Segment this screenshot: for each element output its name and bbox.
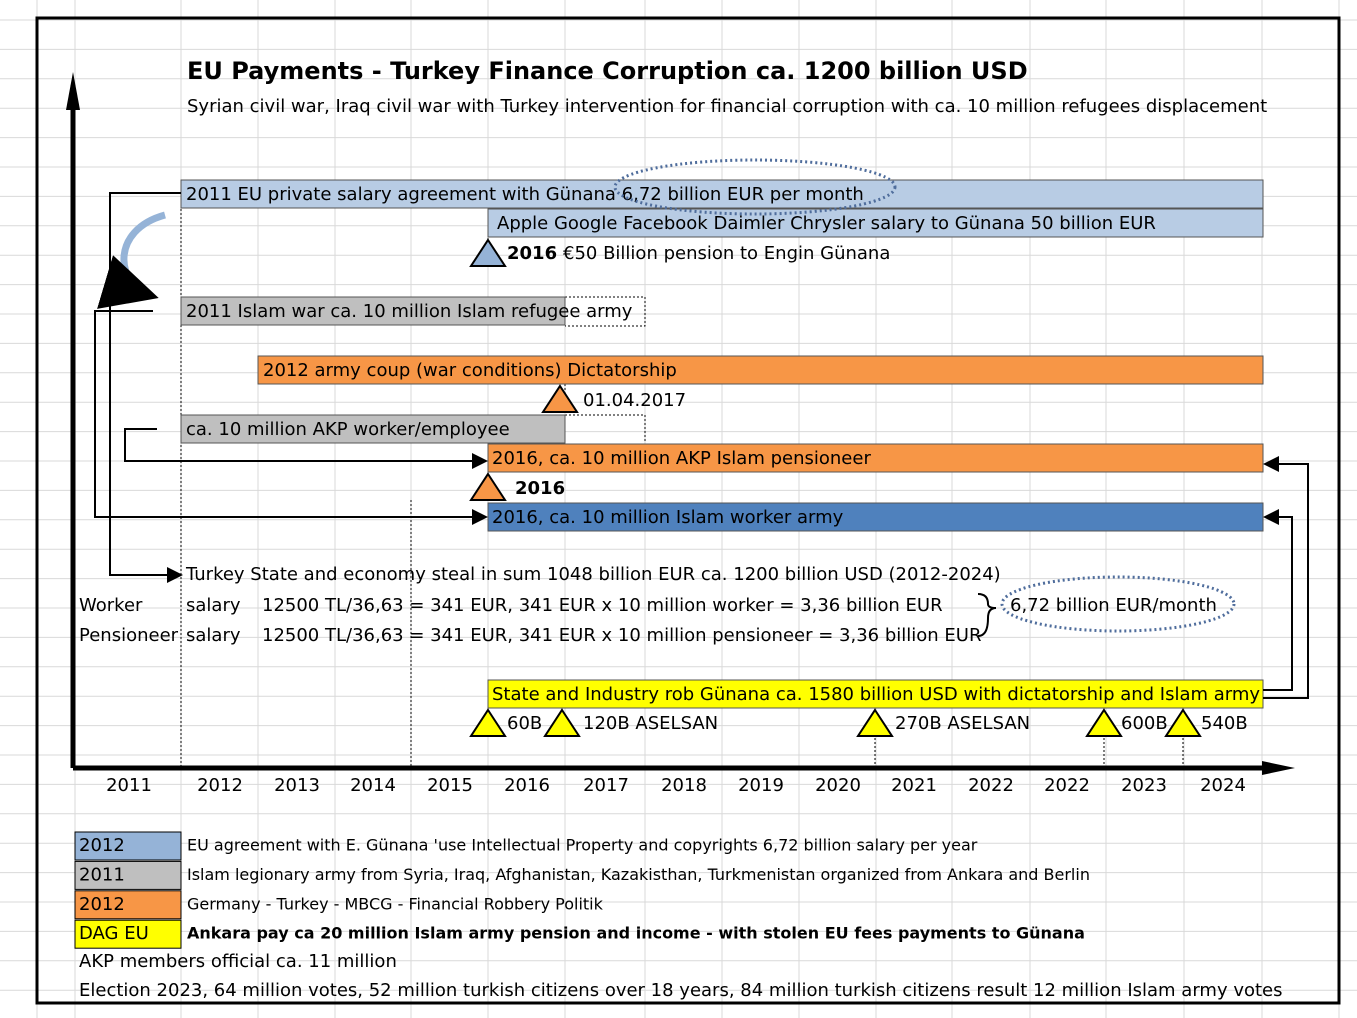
summary-total: Turkey State and economy steal in sum 10… — [185, 564, 1001, 585]
year-label: 2013 — [274, 775, 320, 796]
guide-box — [565, 296, 646, 443]
year-label: 2022 — [968, 775, 1014, 796]
brace — [977, 593, 997, 637]
note: AKP members official ca. 11 million — [79, 951, 397, 972]
bar-label: 2011 Islam war ca. 10 million Islam refu… — [186, 301, 633, 322]
summary-sum: 6,72 billion EUR/month — [1010, 595, 1217, 616]
year-label: 2023 — [1121, 775, 1167, 796]
year-label: 2016 — [504, 775, 550, 796]
summary-kind: salary — [186, 625, 241, 646]
connector — [109, 192, 183, 583]
marker — [543, 708, 581, 737]
summary-who: Pensioneer — [79, 625, 179, 646]
bar-label: ca. 10 million AKP worker/employee — [186, 419, 510, 440]
legend-key: 2012 — [79, 835, 125, 856]
bar — [487, 208, 1264, 238]
marker-label: €50 Billion pension to Engin Günana — [563, 243, 890, 264]
legend-key: 2012 — [79, 894, 125, 915]
summary-formula: 12500 TL/36,63 = 341 EUR, 341 EUR x 10 m… — [262, 595, 943, 616]
bar-label: 2011 EU private salary agreement with Gü… — [186, 184, 864, 205]
bar — [257, 355, 1264, 385]
legend-key-box — [74, 860, 182, 890]
subtitle: Syrian civil war, Iraq civil war with Tu… — [187, 96, 1267, 117]
bar — [180, 296, 566, 326]
bar — [487, 679, 1264, 709]
legend-key: 2011 — [79, 864, 125, 885]
bar — [487, 443, 1264, 473]
legend-key-box — [74, 890, 182, 920]
bar — [487, 502, 1264, 532]
year-label: 2022 — [1044, 775, 1090, 796]
year-label: 2011 — [106, 775, 152, 796]
marker-year: 2016 — [515, 478, 565, 499]
legend-key-box — [74, 919, 182, 949]
marker-label: 600B — [1121, 713, 1168, 734]
bar-label: Apple Google Facebook Daimler Chrysler s… — [497, 213, 1156, 234]
year-label: 2018 — [661, 775, 707, 796]
legend-text: Ankara pay ca 20 million Islam army pens… — [187, 924, 1085, 943]
connector — [124, 428, 488, 469]
bar — [180, 179, 1264, 209]
marker — [1085, 708, 1123, 737]
highlight — [613, 158, 897, 216]
summary-formula: 12500 TL/36,63 = 341 EUR, 341 EUR x 10 m… — [262, 625, 981, 646]
marker-label: 270B ASELSAN — [895, 713, 1030, 734]
marker — [469, 708, 507, 737]
legend-text: Germany - Turkey - MBCG - Financial Robb… — [187, 894, 604, 913]
year-label: 2012 — [197, 775, 243, 796]
marker — [541, 384, 579, 413]
connector — [1263, 456, 1309, 699]
marker-label: 120B ASELSAN — [583, 713, 718, 734]
title: EU Payments - Turkey Finance Corruption … — [187, 57, 1028, 85]
legend-key: DAG EU — [79, 923, 149, 944]
legend-text: EU agreement with E. Günana 'use Intelle… — [187, 836, 978, 855]
axis-head — [1262, 761, 1295, 775]
summary-who: Worker — [79, 595, 143, 616]
highlight — [1000, 575, 1236, 633]
bar-label: 2016, ca. 10 million Islam worker army — [492, 507, 844, 528]
note: Election 2023, 64 million votes, 52 mill… — [79, 980, 1283, 1001]
legend-text: Islam legionary army from Syria, Iraq, A… — [187, 865, 1090, 884]
bar-label: State and Industry rob Günana ca. 1580 b… — [492, 684, 1260, 705]
curved-arrow — [97, 211, 167, 309]
year-label: 2019 — [738, 775, 784, 796]
marker-label: 60B — [507, 713, 542, 734]
bar — [180, 414, 566, 444]
legend-key-box — [74, 831, 182, 861]
year-label: 2020 — [815, 775, 861, 796]
axis-head — [66, 72, 80, 110]
border — [35, 16, 1341, 1005]
connector — [94, 310, 488, 525]
connector — [1263, 509, 1293, 691]
year-label: 2024 — [1200, 775, 1246, 796]
marker-year: 2016 — [507, 243, 557, 264]
marker — [856, 708, 894, 737]
marker — [469, 472, 507, 501]
year-label: 2017 — [583, 775, 629, 796]
year-label: 2014 — [350, 775, 396, 796]
marker-label: 540B — [1201, 713, 1248, 734]
year-label: 2021 — [891, 775, 937, 796]
marker — [1164, 708, 1202, 737]
bar-label: 2016, ca. 10 million AKP Islam pensionee… — [492, 448, 871, 469]
marker-label: 01.04.2017 — [583, 390, 686, 411]
marker — [469, 238, 507, 267]
year-label: 2015 — [427, 775, 473, 796]
summary-kind: salary — [186, 595, 241, 616]
bar-label: 2012 army coup (war conditions) Dictator… — [263, 360, 677, 381]
